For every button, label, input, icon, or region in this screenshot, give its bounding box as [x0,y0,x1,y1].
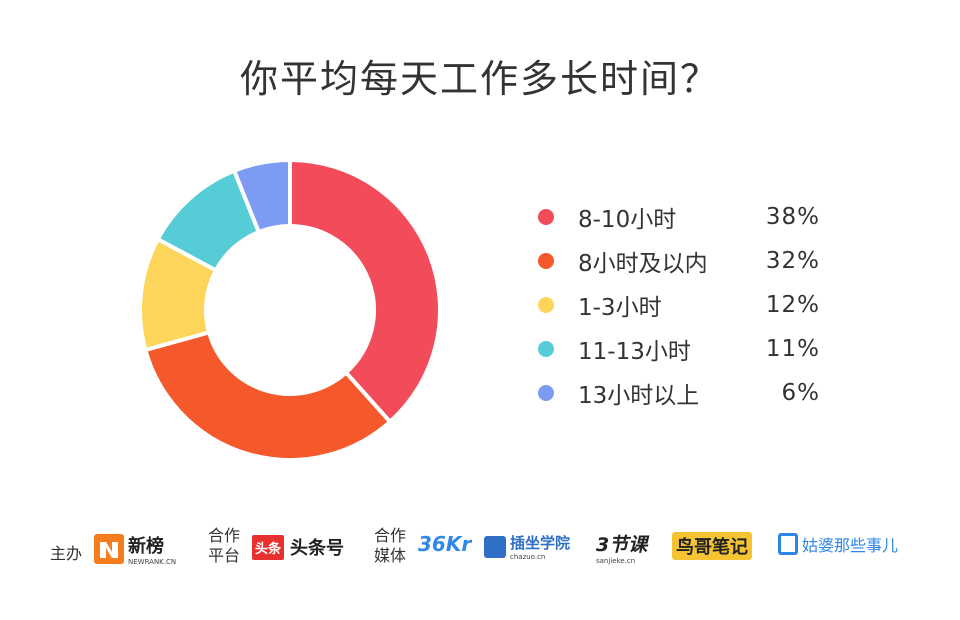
newrank-name: 新榜 [128,536,164,557]
legend-label: 11-13小时 [578,339,691,365]
legend-swatch [538,253,554,269]
gupo-icon [778,533,798,555]
toutiao-name: 头条号 [290,538,345,559]
organizer-label: 主办 [50,544,83,563]
legend-item: 13小时以上 6% [538,371,838,415]
legend-value: 6% [781,380,820,406]
legend-value: 32% [765,248,820,274]
platform-label: 合作 平台 [208,526,241,565]
donut-slice-1 [288,157,442,425]
newrank-icon [94,534,124,564]
3jieke-logo: 3节课 sanjieke.cn [596,534,648,565]
donut-slice-5 [231,157,292,235]
gupo-logo: 姑婆那些事儿 [778,532,898,556]
legend-label: 13小时以上 [578,383,700,409]
legend-value: 12% [765,292,820,318]
legend-swatch [538,385,554,401]
legend-swatch [538,341,554,357]
niaoge-logo: 鸟哥笔记 [672,532,752,560]
media-label: 合作 媒体 [374,526,407,565]
legend-item: 8小时及以内 32% [538,239,838,283]
legend-swatch [538,297,554,313]
legend-item: 11-13小时 11% [538,327,838,371]
donut-chart [138,157,442,462]
legend-swatch [538,209,554,225]
chazuo-icon [484,535,506,558]
legend-value: 38% [765,204,820,230]
legend-label: 1-3小时 [578,295,662,321]
newrank-sub: NEWRANK.CN [128,558,177,566]
chart-title: 你平均每天工作多长时间？ [239,57,720,101]
legend-value: 11% [765,336,820,362]
legend-label: 8-10小时 [578,207,677,233]
toutiao-badge: 头条 [252,534,285,560]
footer-sponsors: 主办 新榜 NEWRANK.CN 合作 平台 头条 头条号 合作 媒体 36Kr… [0,520,960,580]
newrank-logo: 新榜 NEWRANK.CN [94,532,176,566]
toutiao-logo: 头条 头条号 [252,534,344,560]
legend-label: 8小时及以内 [578,251,708,277]
legend-item: 8-10小时 38% [538,195,838,239]
legend: 8-10小时 38% 8小时及以内 32% 1-3小时 12% 11-13小时 … [538,195,838,415]
36kr-logo: 36Kr [418,532,472,556]
donut-slice-2 [142,329,393,462]
legend-item: 1-3小时 12% [538,283,838,327]
chazuo-logo: 插坐学院 chazuo.cn [484,532,570,561]
